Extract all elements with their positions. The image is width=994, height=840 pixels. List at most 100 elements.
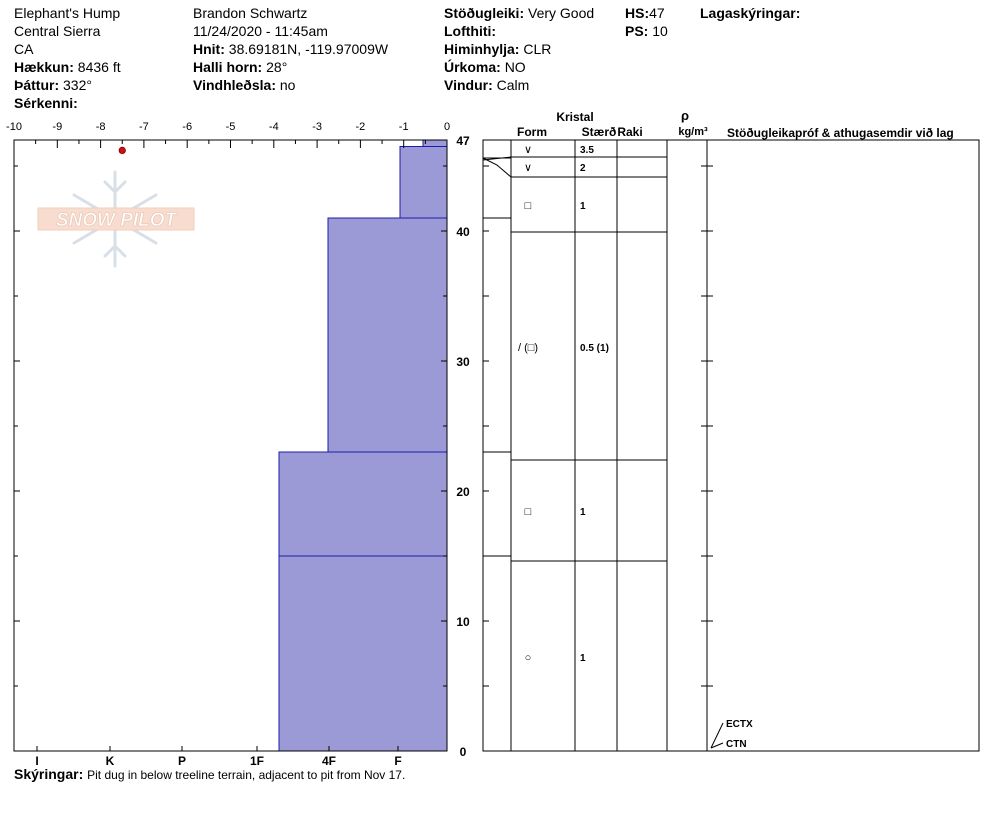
temp-tick-label: -6 <box>182 121 192 133</box>
header-depths: HS:47 PS: 10 <box>625 4 668 40</box>
header-rho: ρ <box>681 108 689 123</box>
layer-size: 3.5 <box>580 145 594 156</box>
state: CA <box>14 41 34 57</box>
temp-tick-label: -8 <box>96 121 106 133</box>
header-moisture: Raki <box>617 125 642 139</box>
layer-size: 1 <box>580 201 586 212</box>
features-label: Sérkenni: <box>14 95 78 111</box>
hardness-bar <box>278 451 448 557</box>
location-name: Elephant's Hump <box>14 5 121 21</box>
hs-label: HS: <box>625 5 650 21</box>
slope-row: Halli horn: 28° <box>193 58 388 76</box>
header-stability-tests: Stöðugleikapróf & athugasemdir við lag <box>727 126 954 140</box>
ps-label: PS: <box>625 23 649 39</box>
layer-form-faceted: □ <box>525 200 532 212</box>
air-temp-label: Lofthiti: <box>444 23 497 39</box>
layer-form-decomposing-faceted: / (□) <box>518 342 538 354</box>
aspect-label: Þáttur: <box>14 77 60 93</box>
comments-row: Skýringar: Pit dug in below treeline ter… <box>14 766 405 782</box>
observation-datetime: 11/24/2020 - 11:45am <box>193 23 328 39</box>
observer-name: Brandon Schwartz <box>193 5 308 21</box>
stability-test-label: CTN <box>726 739 747 750</box>
coords-label: Hnit: <box>193 41 225 57</box>
header-layer-notes: Lagaskýringar: <box>700 4 800 22</box>
features-row: Sérkenni: <box>14 94 121 112</box>
stability-value: Very Good <box>528 5 595 21</box>
hardness-label: K <box>106 754 115 766</box>
layer-form-surface-hoar: ∨ <box>524 144 532 156</box>
hardness-label: P <box>178 754 186 766</box>
temperature-point <box>118 146 126 154</box>
ps-row: PS: 10 <box>625 22 668 40</box>
wind-loading-value: no <box>279 77 296 93</box>
hardness-bar <box>399 146 448 219</box>
wind-loading-row: Vindhleðsla: no <box>193 76 388 94</box>
layer-notes-label: Lagaskýringar: <box>700 5 801 21</box>
header-form: Form <box>517 125 547 139</box>
hardness-label: I <box>35 754 38 766</box>
ps-value: 10 <box>652 23 668 39</box>
temp-tick-label: -10 <box>6 121 22 133</box>
comments-text: Pit dug in below treeline terrain, adjac… <box>87 768 406 782</box>
hardness-bar <box>278 555 448 752</box>
header-conditions: Stöðugleiki: Very Good Lofthiti: Himinhy… <box>444 4 594 94</box>
wind-row: Vindur: Calm <box>444 76 594 94</box>
temp-tick-label: -2 <box>356 121 366 133</box>
sky-value: CLR <box>523 41 552 57</box>
layer-form-faceted-square: □ <box>525 506 532 518</box>
mountain-range: Central Sierra <box>14 23 101 39</box>
depth-tick-label: 10 <box>456 615 470 629</box>
temp-tick-label: -7 <box>139 121 149 133</box>
hardness-label: F <box>394 754 401 766</box>
logo-banner <box>37 207 195 231</box>
precip-row: Úrkoma: NO <box>444 58 594 76</box>
hardness-bar <box>327 217 448 453</box>
precip-value: NO <box>504 59 526 75</box>
stability-test-pointer <box>710 722 724 749</box>
layer-form-melt-form: ○ <box>525 652 532 664</box>
stability-test-pointer <box>710 742 724 749</box>
depth-tick-label: 20 <box>456 485 470 499</box>
elevation-row: Hækkun: 8436 ft <box>14 58 121 76</box>
sky-row: Himinhylja: CLR <box>444 40 594 58</box>
depth-tick-label: 30 <box>456 355 470 369</box>
coords-value: 38.69181N, -119.97009W <box>228 41 389 57</box>
temp-tick-label: -3 <box>312 121 322 133</box>
aspect-value: 332° <box>63 77 92 93</box>
logo-text: SNOW PILOT <box>56 210 178 231</box>
snow-profile-chart: SNOW PILOT -10 -9 -8 -7 -6 -5 -4 -3 -2 -1 00102030… <box>6 108 980 766</box>
air-temp-row: Lofthiti: <box>444 22 594 40</box>
layer-connector <box>482 157 512 178</box>
hardness-bar <box>422 139 448 147</box>
aspect-row: Þáttur: 332° <box>14 76 121 94</box>
layer-connector <box>482 156 512 161</box>
layer-size: 1 <box>580 653 586 664</box>
slope-label: Halli horn: <box>193 59 263 75</box>
wind-label: Vindur: <box>444 77 493 93</box>
depth-tick-label: 0 <box>460 745 467 759</box>
snowpilot-logo: SNOW PILOT <box>37 170 195 268</box>
temp-tick-label: -4 <box>269 121 279 133</box>
header-site-info: Elephant's Hump Central Sierra CA Hækkun… <box>14 4 121 112</box>
layer-table: ∨ 3.5 ∨ 2 □ 1 / (□) 0.5 (1) □ 1 ○ 1 ECTX CTN <box>482 139 980 752</box>
depth-tick-label: 47 <box>456 134 470 148</box>
header-size: Stærð <box>582 125 617 139</box>
sky-label: Himinhylja: <box>444 41 520 57</box>
wind-loading-label: Vindhleðsla: <box>193 77 276 93</box>
layer-form-depth-hoar: ∨ <box>524 162 532 174</box>
header-crystal: Kristal <box>556 110 593 124</box>
slope-value: 28° <box>266 59 288 75</box>
stability-row: Stöðugleiki: Very Good <box>444 4 594 22</box>
hardness-label: 1F <box>250 754 264 766</box>
temp-tick-label: -5 <box>226 121 236 133</box>
elevation-label: Hækkun: <box>14 59 74 75</box>
elevation-value: 8436 ft <box>77 59 121 75</box>
hs-value: 47 <box>649 5 665 21</box>
wind-value: Calm <box>496 77 530 93</box>
layer-size: 0.5 (1) <box>580 343 609 354</box>
layer-size: 1 <box>580 507 586 518</box>
comments-label: Skýringar: <box>14 766 84 782</box>
table-frame <box>482 139 980 752</box>
hardness-label: 4F <box>322 754 336 766</box>
header-observer-info: Brandon Schwartz 11/24/2020 - 11:45am Hn… <box>193 4 388 94</box>
